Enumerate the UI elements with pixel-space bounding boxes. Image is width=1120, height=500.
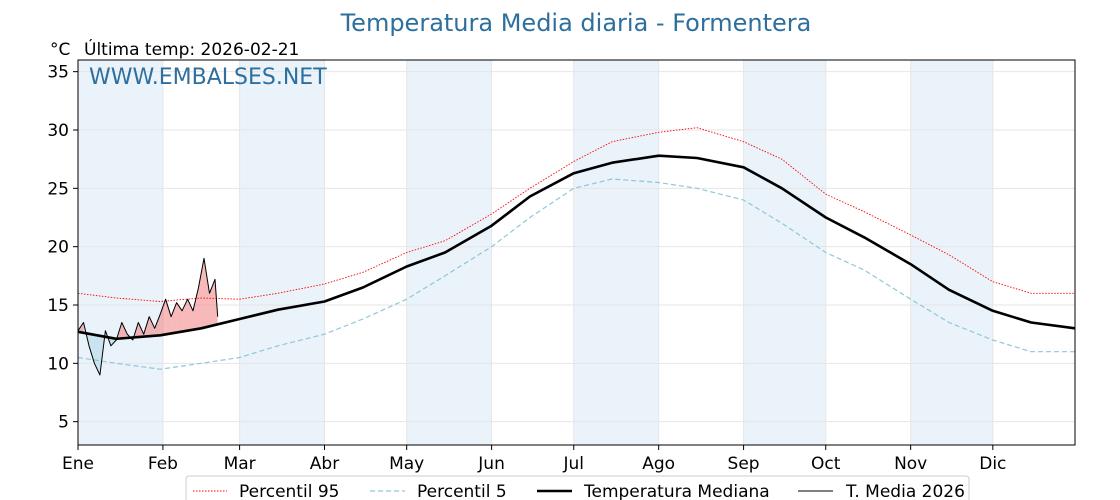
- legend-box: [185, 475, 970, 500]
- deviation-fill-segment: [171, 302, 177, 334]
- deviation-fill-segment: [193, 287, 199, 330]
- series-line-p5: [77, 178, 1075, 370]
- x-tick-label: Oct: [811, 454, 841, 474]
- x-tick-label: Abr: [310, 454, 339, 474]
- x-tick-label: Dic: [979, 454, 1006, 474]
- deviation-fill-segment: [203, 258, 210, 328]
- deviation-fill-segment: [182, 299, 188, 332]
- deviation-fill-segment: [198, 258, 204, 329]
- y-tick-label: 30: [47, 121, 69, 141]
- unit-label: °C: [50, 40, 70, 60]
- month-band: [910, 60, 993, 445]
- deviation-fill-segment: [165, 299, 172, 335]
- x-tick-label: Ago: [642, 454, 675, 474]
- last-temp-label: Última temp: 2026-02-21: [84, 38, 299, 60]
- y-tick-label: 10: [47, 354, 69, 374]
- month-bands: [78, 60, 993, 445]
- plot-frame: [77, 59, 1076, 446]
- deviation-fill-segment: [187, 299, 194, 331]
- grid-lines: [77, 60, 1075, 445]
- series-lines: [77, 127, 1076, 376]
- legend-label-current: T. Media 2026: [845, 482, 965, 500]
- y-tick-label: 35: [47, 63, 69, 83]
- legend-label-p95: Percentil 95: [239, 482, 339, 500]
- month-band: [78, 60, 163, 445]
- deviation-fill-segment: [176, 302, 183, 333]
- y-tick-label: 25: [47, 179, 69, 199]
- x-tick-label: Nov: [894, 454, 927, 474]
- watermark: WWW.EMBALSES.NET: [89, 65, 327, 90]
- x-axis: Ene Feb Mar Abr May Jun Jul Ago Sep Oct Nov Dic: [62, 445, 1006, 474]
- deviation-fill-segment: [154, 314, 161, 336]
- x-tick-label: Mar: [224, 454, 256, 474]
- series-line-2026: [77, 257, 219, 376]
- series-line-median: [77, 154, 1076, 341]
- legend-label-p5: Percentil 5: [417, 482, 507, 500]
- month-band: [406, 60, 492, 445]
- x-tick-label: Feb: [148, 454, 178, 474]
- deviation-fill-segment: [88, 333, 95, 364]
- x-tick-label: Jun: [477, 454, 505, 474]
- legend: Percentil 95 Percentil 5 Temperatura Med…: [185, 475, 970, 500]
- x-tick-label: Jul: [563, 454, 585, 474]
- month-band: [239, 60, 325, 445]
- chart-title: Temperatura Media diaria - Formentera: [340, 9, 812, 37]
- deviation-fill-segment: [149, 316, 155, 337]
- y-axis: 5 10 15 20 25 30 35: [47, 63, 78, 433]
- x-tick-label: Ene: [62, 454, 94, 474]
- y-tick-label: 20: [47, 238, 69, 258]
- legend-label-median: Temperatura Mediana: [583, 482, 770, 500]
- x-tick-label: Sep: [728, 454, 760, 474]
- deviation-fill-segment: [160, 299, 166, 336]
- month-band: [743, 60, 826, 445]
- deviation-fill-segment: [94, 334, 100, 375]
- y-tick-label: 5: [58, 413, 69, 433]
- series-line-p95: [77, 127, 1075, 302]
- y-tick-label: 15: [47, 296, 69, 316]
- month-band: [573, 60, 659, 445]
- x-tick-label: May: [389, 454, 424, 474]
